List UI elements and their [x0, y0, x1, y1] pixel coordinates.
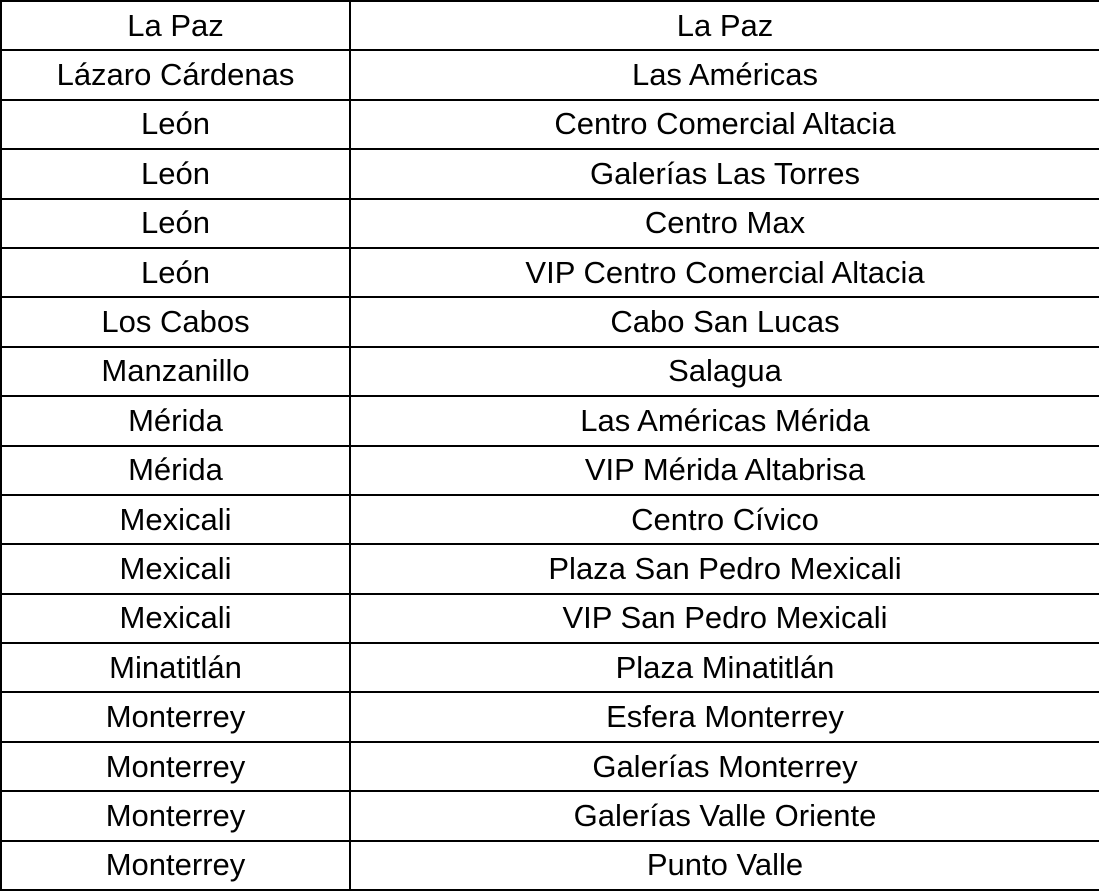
table-row: Mexicali Plaza San Pedro Mexicali: [0, 543, 1099, 595]
location-cell[interactable]: VIP San Pedro Mexicali: [349, 592, 1099, 645]
city-cell[interactable]: Monterrey: [0, 740, 351, 793]
location-cell[interactable]: La Paz: [349, 0, 1099, 52]
table-row: León Centro Max: [0, 197, 1099, 249]
city-cell[interactable]: Mexicali: [0, 592, 351, 645]
city-cell[interactable]: Mexicali: [0, 493, 351, 546]
city-cell[interactable]: Mérida: [0, 395, 351, 447]
table-row: Mexicali VIP San Pedro Mexicali: [0, 592, 1099, 645]
location-cell[interactable]: Galerías Las Torres: [349, 148, 1099, 200]
table-row: León Centro Comercial Altacia: [0, 98, 1099, 151]
table-row: Lázaro Cárdenas Las Américas: [0, 49, 1099, 101]
city-cell[interactable]: Manzanillo: [0, 345, 351, 398]
location-cell[interactable]: Galerías Monterrey: [349, 740, 1099, 793]
city-cell[interactable]: Monterrey: [0, 691, 351, 743]
table-row: Monterrey Galerías Valle Oriente: [0, 790, 1099, 842]
location-cell[interactable]: Centro Max: [349, 197, 1099, 249]
table-row: La Paz La Paz: [0, 0, 1099, 52]
city-cell[interactable]: Monterrey: [0, 839, 351, 891]
city-cell[interactable]: León: [0, 148, 351, 200]
location-cell[interactable]: Las Américas Mérida: [349, 395, 1099, 447]
location-cell[interactable]: Cabo San Lucas: [349, 296, 1099, 348]
location-cell[interactable]: Las Américas: [349, 49, 1099, 101]
city-cell[interactable]: León: [0, 197, 351, 249]
table-row: León VIP Centro Comercial Altacia: [0, 246, 1099, 299]
table-row: Mexicali Centro Cívico: [0, 493, 1099, 546]
table-row: Monterrey Punto Valle: [0, 839, 1099, 891]
city-cell[interactable]: Mexicali: [0, 543, 351, 595]
location-cell[interactable]: Centro Comercial Altacia: [349, 98, 1099, 151]
table-row: Monterrey Galerías Monterrey: [0, 740, 1099, 793]
location-cell[interactable]: Plaza San Pedro Mexicali: [349, 543, 1099, 595]
city-cell[interactable]: Los Cabos: [0, 296, 351, 348]
table-row: Minatitlán Plaza Minatitlán: [0, 642, 1099, 694]
city-cell[interactable]: Lázaro Cárdenas: [0, 49, 351, 101]
location-cell[interactable]: Galerías Valle Oriente: [349, 790, 1099, 842]
table-row: Mérida Las Américas Mérida: [0, 395, 1099, 447]
location-cell[interactable]: VIP Mérida Altabrisa: [349, 444, 1099, 496]
city-cell[interactable]: Monterrey: [0, 790, 351, 842]
location-cell[interactable]: Punto Valle: [349, 839, 1099, 891]
location-cell[interactable]: Salagua: [349, 345, 1099, 398]
table-row: Manzanillo Salagua: [0, 345, 1099, 398]
table-row: León Galerías Las Torres: [0, 148, 1099, 200]
location-cell[interactable]: Esfera Monterrey: [349, 691, 1099, 743]
city-cell[interactable]: León: [0, 98, 351, 151]
city-cell[interactable]: Minatitlán: [0, 642, 351, 694]
location-cell[interactable]: Centro Cívico: [349, 493, 1099, 546]
city-cell[interactable]: La Paz: [0, 0, 351, 52]
city-cell[interactable]: León: [0, 246, 351, 299]
city-cell[interactable]: Mérida: [0, 444, 351, 496]
table-row: Monterrey Esfera Monterrey: [0, 691, 1099, 743]
table-row: Mérida VIP Mérida Altabrisa: [0, 444, 1099, 496]
location-cell[interactable]: Plaza Minatitlán: [349, 642, 1099, 694]
location-cell[interactable]: VIP Centro Comercial Altacia: [349, 246, 1099, 299]
table-row: Los Cabos Cabo San Lucas: [0, 296, 1099, 348]
